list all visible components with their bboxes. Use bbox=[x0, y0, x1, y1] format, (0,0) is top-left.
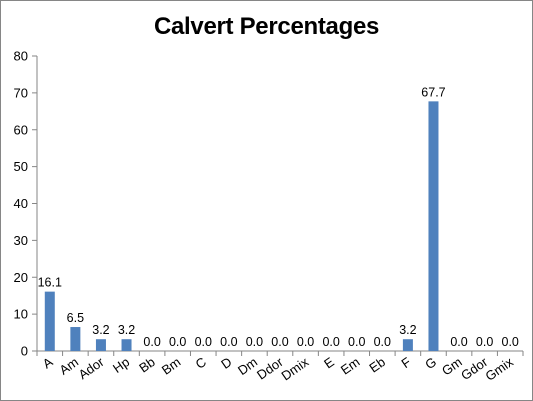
data-label: 3.2 bbox=[92, 323, 109, 337]
x-tick-label: Dmix bbox=[278, 354, 311, 384]
data-label: 0.0 bbox=[322, 335, 339, 349]
bar bbox=[95, 339, 106, 351]
x-tick-label: G bbox=[422, 354, 439, 372]
data-labels: 16.1 6.5 3.2 3.2 0.0 0.0 0.0 0.0 0.0 0.0 0.0 0.0 0.0… bbox=[38, 85, 519, 349]
y-tick-label: 70 bbox=[14, 85, 28, 100]
data-label: 0.0 bbox=[476, 335, 493, 349]
data-label: 16.1 bbox=[38, 276, 62, 290]
data-label: 0.0 bbox=[348, 335, 365, 349]
bar-series bbox=[44, 101, 439, 351]
x-tick-label: F bbox=[398, 354, 413, 371]
y-tick-label: 60 bbox=[14, 122, 28, 137]
y-tick-label: 0 bbox=[21, 344, 28, 359]
data-label: 0.0 bbox=[502, 335, 519, 349]
x-tick-label: Bm bbox=[159, 354, 184, 377]
y-tick-label: 50 bbox=[14, 159, 28, 174]
x-tick-label: D bbox=[218, 354, 234, 372]
data-label: 0.0 bbox=[143, 335, 160, 349]
chart-title: Calvert Percentages bbox=[153, 13, 380, 40]
x-tick-label: Bb bbox=[136, 354, 158, 375]
x-tick-label: Gmix bbox=[482, 354, 516, 384]
data-label: 0.0 bbox=[246, 335, 263, 349]
bar bbox=[121, 339, 132, 351]
bar bbox=[70, 327, 81, 351]
data-label: 3.2 bbox=[118, 323, 135, 337]
data-label: 6.5 bbox=[67, 311, 84, 325]
bar bbox=[44, 291, 55, 351]
data-label: 0.0 bbox=[271, 335, 288, 349]
x-tick-label: Hp bbox=[110, 354, 132, 376]
x-tick-label: Ador bbox=[76, 354, 108, 382]
x-tick-label: Eb bbox=[366, 354, 388, 375]
data-label: 0.0 bbox=[297, 335, 314, 349]
bar bbox=[428, 101, 439, 351]
y-tick-label: 20 bbox=[14, 270, 28, 285]
data-label: 67.7 bbox=[421, 85, 445, 99]
x-tick-label: C bbox=[193, 354, 209, 372]
data-label: 3.2 bbox=[399, 323, 416, 337]
x-tick-label: A bbox=[40, 354, 56, 371]
y-tick-label: 80 bbox=[14, 49, 28, 64]
y-tick-label: 10 bbox=[14, 307, 28, 322]
data-label: 0.0 bbox=[195, 335, 212, 349]
x-tick-label: Em bbox=[338, 354, 363, 377]
data-label: 0.0 bbox=[450, 335, 467, 349]
y-tick-label: 40 bbox=[14, 196, 28, 211]
x-tick-label: E bbox=[321, 354, 337, 371]
data-label: 0.0 bbox=[220, 335, 237, 349]
data-label: 0.0 bbox=[169, 335, 186, 349]
y-axis: 0 10 20 30 40 50 60 70 80 bbox=[14, 49, 38, 359]
y-tick-label: 30 bbox=[14, 233, 28, 248]
data-label: 0.0 bbox=[374, 335, 391, 349]
bar bbox=[402, 339, 413, 351]
